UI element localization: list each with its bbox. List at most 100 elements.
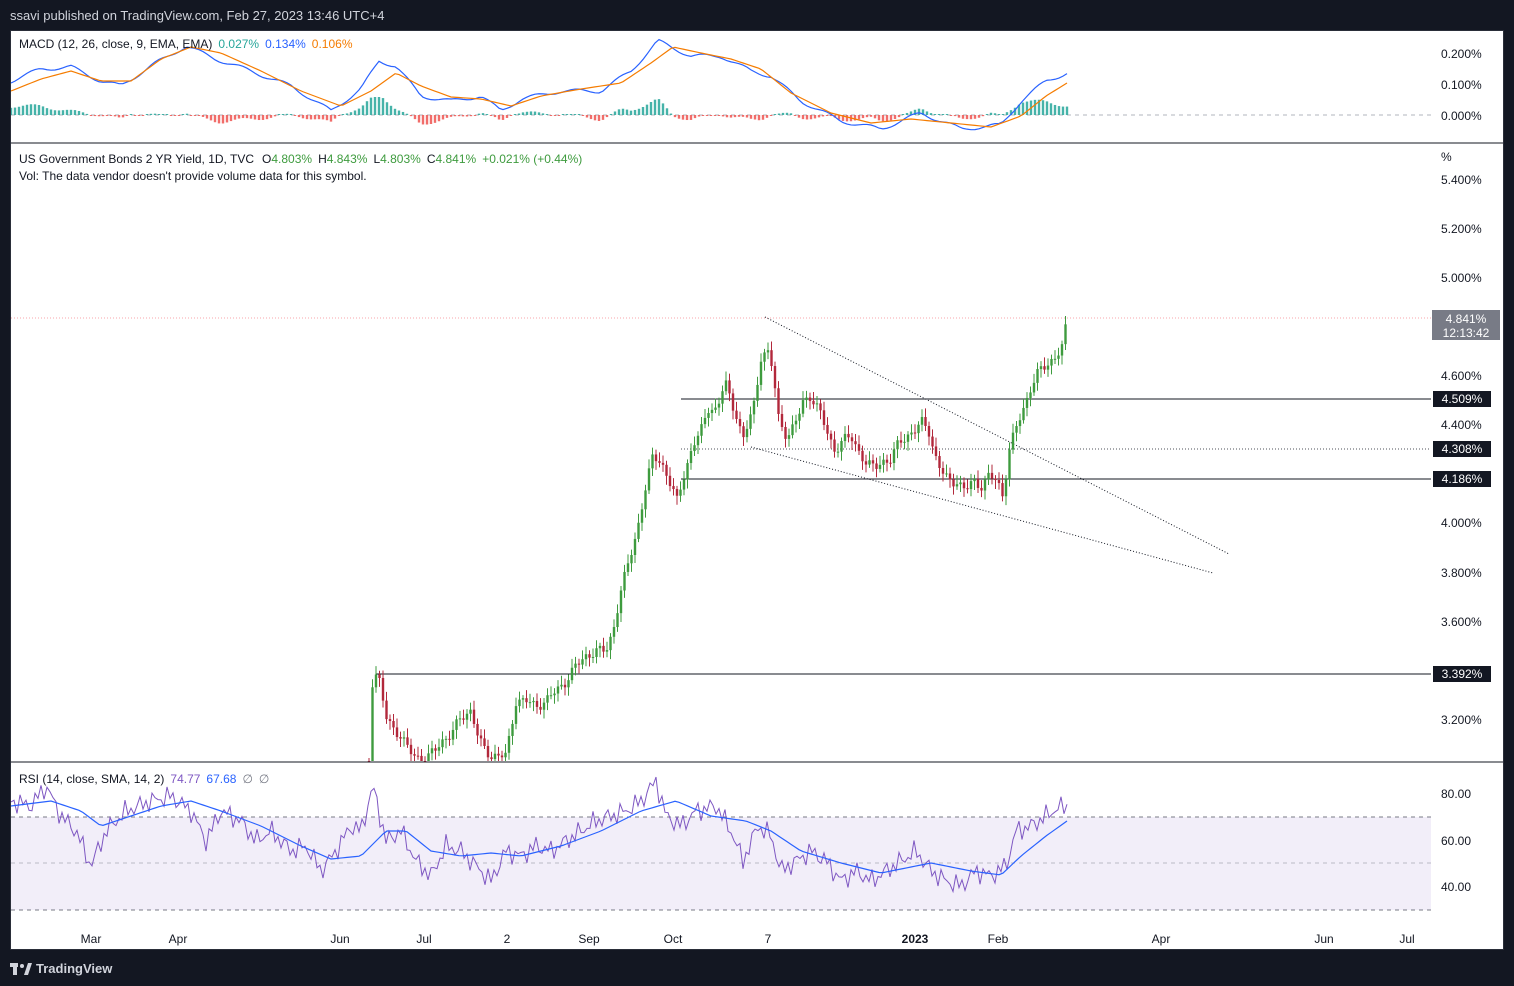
macd-hist-bar: [81, 112, 85, 115]
candle-body: [903, 441, 906, 443]
macd-hist-bar: [1033, 99, 1037, 115]
macd-hist-bar: [845, 115, 849, 122]
macd-hist-bar: [89, 115, 93, 116]
candle-body: [595, 648, 598, 657]
macd-hist-bar: [165, 114, 169, 115]
macd-hist-bar: [617, 109, 621, 115]
macd-hist-bar: [453, 115, 457, 117]
candle-body: [378, 674, 381, 678]
macd-hist-bar: [645, 104, 649, 115]
macd-hist-bar: [309, 115, 313, 120]
macd-hist-bar: [569, 114, 573, 115]
candle-body: [801, 400, 805, 414]
candle-body: [766, 350, 770, 353]
macd-hist-bar: [925, 111, 929, 115]
rsi-band: [11, 817, 1431, 910]
candle-body: [427, 753, 430, 761]
tradingview-logo[interactable]: TradingView: [10, 961, 112, 976]
candle-body: [777, 388, 780, 414]
macd-hist-bar: [501, 115, 505, 120]
chart-canvas[interactable]: MACD (12, 26, close, 9, EMA, EMA) 0.027% 0…: [11, 31, 1504, 950]
macd-hist-bar: [125, 115, 129, 116]
macd-hist-bar: [393, 108, 397, 115]
ohlc-open: 4.803%: [271, 152, 312, 166]
macd-hist-bar: [457, 115, 461, 117]
chart-panel[interactable]: MACD (12, 26, close, 9, EMA, EMA) 0.027% 0…: [10, 30, 1504, 950]
candle-body: [1057, 355, 1060, 359]
bar-countdown: 12:13:42: [1443, 326, 1490, 340]
candle-body: [749, 414, 752, 429]
macd-hist-bar: [961, 115, 965, 119]
level-badge-4308: 4.308%: [1433, 441, 1491, 457]
macd-hist-bar: [513, 114, 517, 115]
candle-body: [465, 713, 469, 720]
candle-body: [1053, 358, 1057, 360]
candle-body: [833, 439, 836, 452]
macd-hist-bar: [701, 115, 705, 116]
macd-hist-bar: [293, 115, 297, 116]
macd-hist-bar: [49, 109, 53, 115]
candle-body: [798, 413, 801, 421]
macd-hist-bar: [673, 115, 677, 118]
candle-body: [609, 636, 612, 651]
macd-hist-bar: [729, 115, 733, 118]
candle-body: [868, 460, 871, 465]
macd-hist-bar: [153, 113, 157, 115]
macd-hist-bar: [121, 115, 125, 118]
macd-hist-bar: [509, 115, 513, 116]
candle-body: [875, 463, 878, 469]
candle-body: [756, 384, 759, 401]
macd-hist-bar: [541, 113, 545, 115]
candle-body: [836, 451, 840, 453]
macd-hist-bar: [69, 109, 73, 115]
time-axis-label: Apr: [1152, 932, 1171, 946]
candle-body: [399, 737, 402, 739]
candle-body: [826, 424, 829, 434]
candle-body: [1029, 392, 1032, 398]
ohlc-close: 4.841%: [436, 152, 477, 166]
macd-hist-bar: [529, 111, 533, 115]
candle-body: [458, 718, 462, 720]
time-axis-label: Jul: [1399, 932, 1414, 946]
macd-hist-bar: [77, 110, 81, 115]
candle-body: [528, 702, 532, 704]
macd-hist-bar: [137, 115, 141, 116]
ohlc-low: 4.803%: [380, 152, 421, 166]
candle-body: [882, 459, 885, 465]
candle-body: [1032, 382, 1036, 393]
rsi-ma-line: [11, 800, 1068, 876]
macd-hist-bar: [397, 110, 401, 115]
candle-body: [388, 719, 392, 722]
tradingview-logo-icon: [10, 962, 32, 975]
macd-hist-bar: [109, 115, 113, 116]
candle-body: [493, 753, 497, 760]
macd-hist-bar: [977, 115, 981, 118]
macd-hist-bar: [917, 108, 921, 115]
candle-body: [521, 698, 525, 700]
price-axis-label: 3.800%: [1441, 566, 1482, 580]
macd-hist-bar: [265, 115, 269, 120]
candle-body: [616, 613, 619, 628]
candle-body: [763, 352, 766, 362]
macd-hist-bar: [325, 115, 329, 121]
macd-hist-bar: [57, 110, 61, 115]
macd-hist-bar: [497, 115, 501, 120]
macd-hist-bar: [381, 98, 385, 115]
macd-hist-bar: [549, 115, 553, 116]
candle-body: [934, 446, 938, 457]
candle-body: [556, 686, 560, 694]
macd-hist-bar: [469, 115, 473, 117]
svg-text:4.509%: 4.509%: [1442, 392, 1483, 406]
macd-hist-bar: [589, 115, 593, 120]
macd-hist-bar: [681, 115, 685, 120]
candle-body: [490, 757, 493, 760]
candle-body: [448, 738, 451, 740]
macd-hist-bar: [1017, 104, 1021, 115]
candle-body: [588, 654, 591, 658]
macd-hist-bar: [245, 115, 249, 119]
macd-hist-bar: [973, 115, 977, 119]
candle-body: [598, 645, 602, 649]
macd-hist-bar: [481, 113, 485, 115]
macd-hist-bar: [705, 115, 709, 116]
macd-hist-bar: [1065, 106, 1069, 115]
